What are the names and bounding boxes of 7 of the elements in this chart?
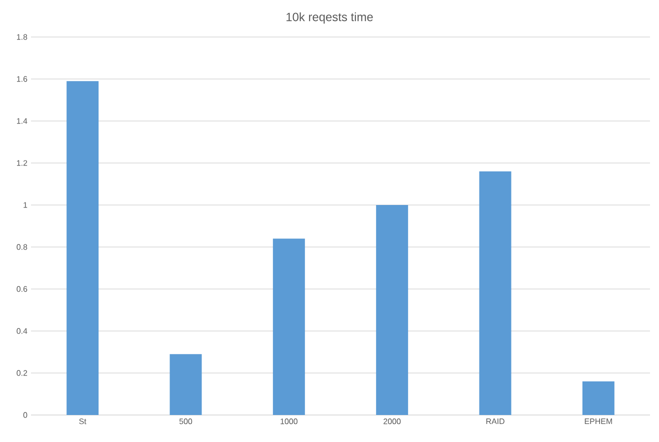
bar: [582, 381, 614, 415]
bar: [170, 354, 202, 415]
bar: [66, 81, 99, 415]
bar: [272, 238, 305, 415]
bar: [376, 205, 408, 415]
bar: [479, 171, 512, 415]
chart-title: 10k reqests time: [286, 12, 373, 24]
